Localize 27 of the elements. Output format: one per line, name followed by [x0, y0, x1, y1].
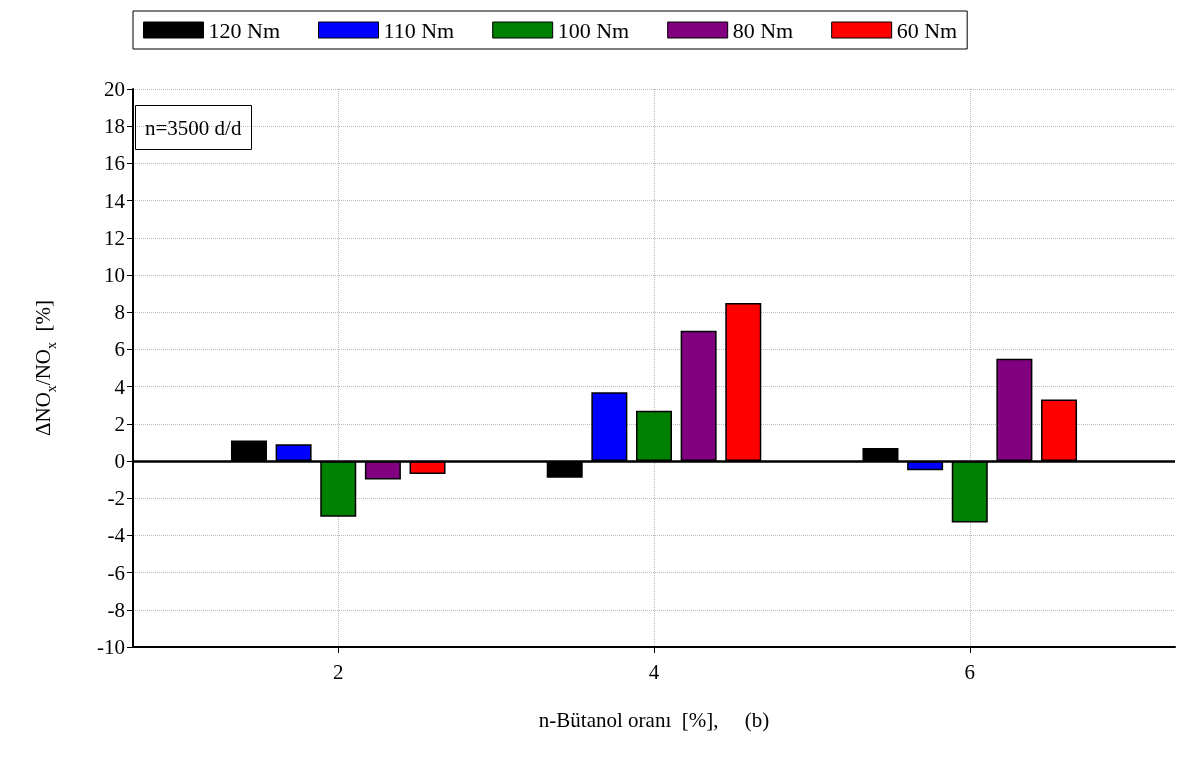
y-tick-label: 0: [114, 449, 125, 473]
y-tick-label: 20: [104, 77, 125, 101]
legend-label: 120 Nm: [208, 17, 280, 43]
y-tick-label: 8: [114, 300, 125, 325]
legend-label: 110 Nm: [383, 17, 455, 43]
y-tick-label: 4: [114, 374, 126, 399]
y-tick-label: -4: [107, 523, 126, 548]
y-tick-label: -2: [107, 486, 125, 511]
y-axis-title: ΔNOx/NOx [%]: [31, 300, 59, 436]
x-axis-title: n-Bütanol oranı [%], (b): [538, 707, 770, 732]
legend-label: 100 Nm: [557, 17, 630, 43]
annotation: n=3500 d/d: [145, 115, 242, 140]
y-tick-label: 18: [104, 114, 125, 139]
x-tick-label: 2: [332, 659, 344, 684]
y-tick-label: -10: [97, 635, 125, 659]
x-tick-label: 4: [648, 659, 660, 684]
y-tick-label: 10: [104, 263, 125, 287]
legend-label: 60 Nm: [896, 17, 958, 43]
legend-label: 80 Nm: [732, 17, 794, 43]
y-tick-label: 6: [114, 337, 125, 362]
y-tick-label: 12: [104, 225, 125, 250]
y-tick-label: 16: [104, 151, 125, 176]
x-tick-label: 6: [964, 659, 976, 684]
y-tick-label: -6: [107, 560, 125, 585]
y-tick-label: 14: [104, 188, 126, 213]
y-tick-label: -8: [107, 597, 125, 622]
y-tick-label: 2: [114, 411, 125, 436]
